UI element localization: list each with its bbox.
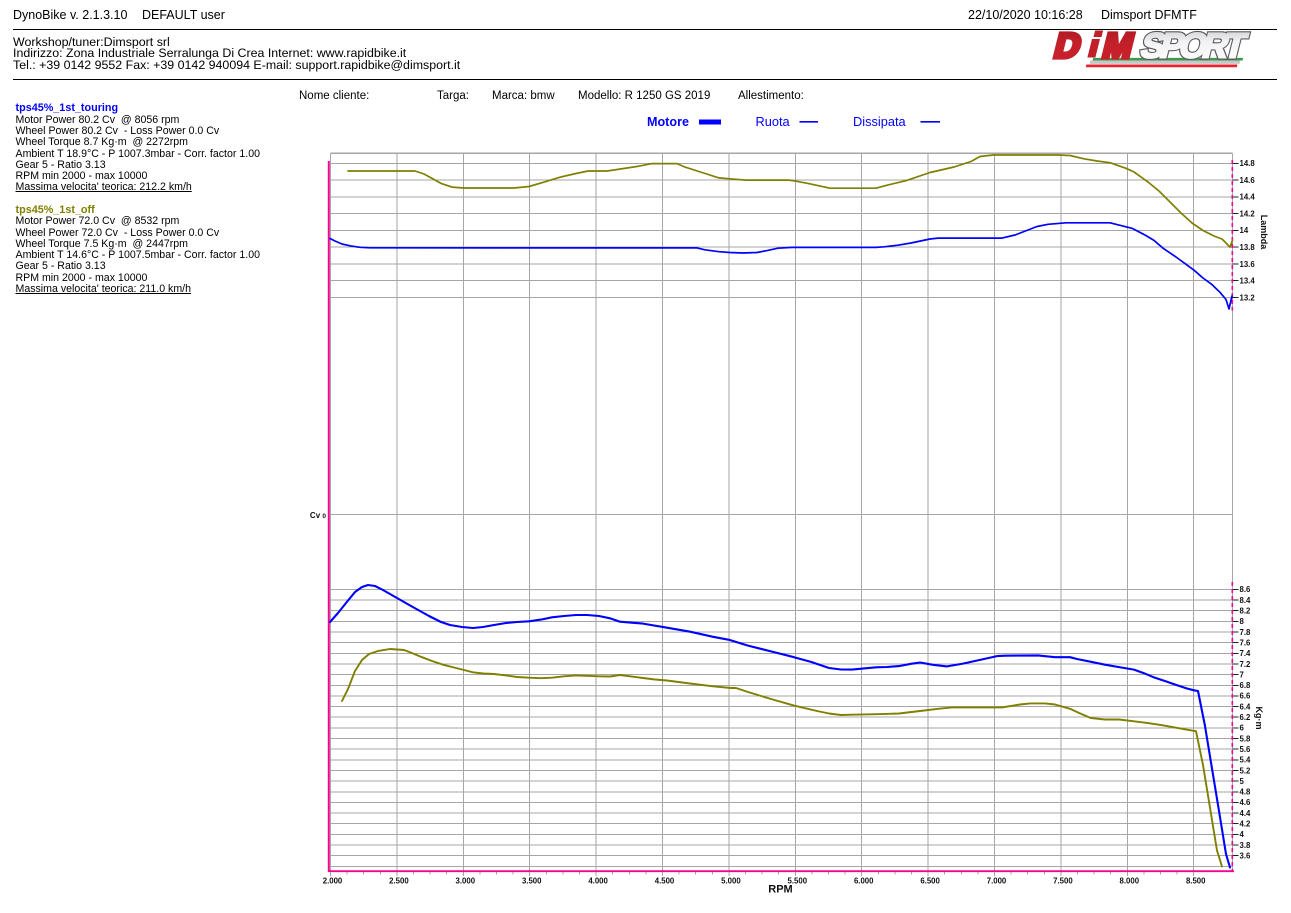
svg-text:RPM: RPM: [768, 884, 792, 896]
svg-text:14.6: 14.6: [1240, 176, 1256, 185]
svg-text:7.2: 7.2: [1240, 660, 1252, 669]
svg-text:3.6: 3.6: [1240, 851, 1252, 860]
svg-text:4.4: 4.4: [1240, 809, 1252, 818]
svg-text:14.2: 14.2: [1240, 210, 1256, 219]
svg-text:13.4: 13.4: [1240, 277, 1256, 286]
svg-text:13.8: 13.8: [1240, 243, 1256, 252]
svg-text:6.4: 6.4: [1240, 702, 1252, 711]
svg-text:13.2: 13.2: [1240, 293, 1256, 302]
svg-text:5.8: 5.8: [1240, 734, 1252, 743]
svg-text:Kg·m: Kg·m: [1254, 707, 1264, 730]
svg-text:14.4: 14.4: [1240, 193, 1256, 202]
svg-text:4.000: 4.000: [588, 877, 608, 886]
svg-text:13.6: 13.6: [1240, 260, 1256, 269]
svg-text:4.8: 4.8: [1240, 788, 1252, 797]
svg-text:D: D: [1050, 26, 1085, 65]
svg-text:2.500: 2.500: [389, 877, 409, 886]
svg-text:5.000: 5.000: [721, 877, 741, 886]
svg-text:4.2: 4.2: [1240, 820, 1252, 829]
svg-text:2.000: 2.000: [323, 877, 343, 886]
svg-text:5.6: 5.6: [1240, 745, 1252, 754]
svg-text:Cv 0: Cv 0: [310, 511, 326, 520]
svg-text:8.2: 8.2: [1240, 607, 1252, 616]
svg-text:8.6: 8.6: [1240, 585, 1252, 594]
svg-text:14.8: 14.8: [1240, 159, 1256, 168]
svg-text:8: 8: [1240, 617, 1245, 626]
svg-text:8.4: 8.4: [1240, 596, 1252, 605]
svg-text:5: 5: [1240, 777, 1245, 786]
svg-text:6.6: 6.6: [1240, 692, 1252, 701]
svg-text:8.000: 8.000: [1120, 877, 1140, 886]
svg-text:5.4: 5.4: [1240, 756, 1252, 765]
svg-text:3.500: 3.500: [522, 877, 542, 886]
svg-text:5.500: 5.500: [788, 877, 808, 886]
svg-text:7.6: 7.6: [1240, 638, 1252, 647]
svg-text:6: 6: [1240, 724, 1245, 733]
svg-text:6.000: 6.000: [854, 877, 874, 886]
svg-text:4.500: 4.500: [655, 877, 675, 886]
svg-text:6.8: 6.8: [1240, 681, 1252, 690]
svg-text:8.500: 8.500: [1186, 877, 1206, 886]
svg-text:6.2: 6.2: [1240, 713, 1252, 722]
svg-text:4.6: 4.6: [1240, 798, 1252, 807]
svg-text:4: 4: [1240, 830, 1245, 839]
svg-text:SPORT: SPORT: [1137, 26, 1251, 65]
svg-text:7.500: 7.500: [1053, 877, 1073, 886]
svg-text:7.4: 7.4: [1240, 649, 1252, 658]
svg-text:5.2: 5.2: [1240, 766, 1252, 775]
svg-text:14: 14: [1240, 226, 1249, 235]
svg-text:3.8: 3.8: [1240, 841, 1252, 850]
svg-text:Lambda: Lambda: [1259, 215, 1269, 251]
svg-text:3.000: 3.000: [456, 877, 476, 886]
svg-text:SPORT: SPORT: [1137, 26, 1251, 65]
svg-text:6.500: 6.500: [920, 877, 940, 886]
svg-text:7.000: 7.000: [987, 877, 1007, 886]
svg-text:7: 7: [1240, 670, 1244, 679]
svg-text:7.8: 7.8: [1240, 628, 1252, 637]
